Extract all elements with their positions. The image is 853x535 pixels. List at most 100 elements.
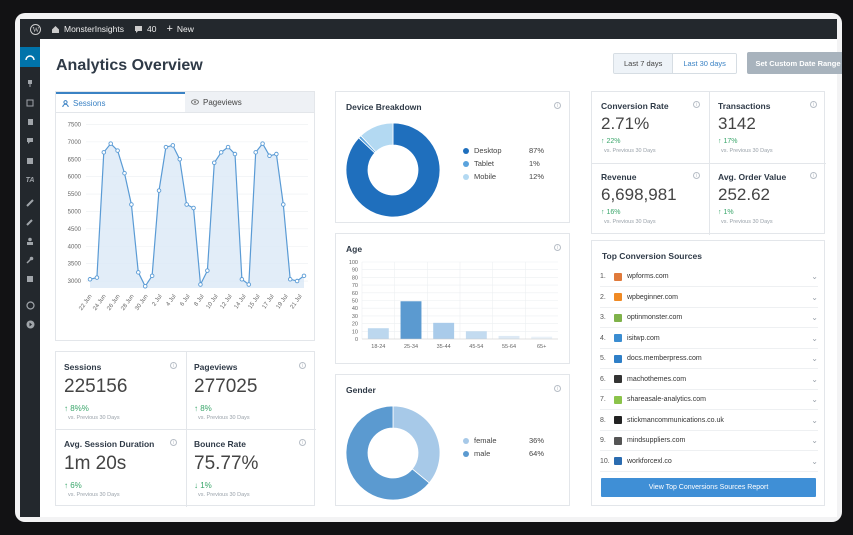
insights-icon[interactable] bbox=[20, 297, 40, 313]
bar-65+ bbox=[531, 336, 553, 339]
y-tick-label: 40 bbox=[352, 306, 358, 312]
pages-icon[interactable] bbox=[20, 114, 40, 130]
custom-date-range-button[interactable]: Set Custom Date Range bbox=[747, 52, 842, 74]
tab-sessions[interactable]: Sessions bbox=[56, 92, 185, 112]
y-tick-label: 90 bbox=[352, 268, 358, 274]
chevron-down-icon[interactable]: ⌄ bbox=[811, 456, 818, 466]
info-icon[interactable]: i bbox=[299, 439, 306, 446]
collapse-menu-icon[interactable] bbox=[20, 316, 40, 332]
dashboard-icon[interactable] bbox=[20, 47, 40, 67]
appearance-icon[interactable] bbox=[20, 195, 40, 211]
source-site: stickmancommunications.co.uk bbox=[627, 416, 724, 424]
last-30-days-button[interactable]: Last 30 days bbox=[672, 54, 736, 73]
x-tick-label: 30 Jun bbox=[134, 294, 149, 312]
data-point bbox=[253, 150, 258, 155]
ta-icon[interactable]: TA bbox=[25, 176, 35, 184]
info-icon[interactable]: i bbox=[299, 362, 306, 369]
legend-female: female 36% bbox=[463, 436, 544, 445]
chevron-down-icon[interactable]: ⌄ bbox=[811, 415, 818, 425]
pin-icon[interactable] bbox=[20, 75, 40, 91]
y-tick-label: 10 bbox=[352, 329, 358, 335]
source-row[interactable]: 2. wpbeginner.com ⌄ bbox=[600, 288, 818, 308]
down-arrow-icon: ↓ bbox=[194, 481, 201, 490]
source-row[interactable]: 4. isitwp.com ⌄ bbox=[600, 329, 818, 349]
source-row[interactable]: 6. machothemes.com ⌄ bbox=[600, 370, 818, 390]
chevron-down-icon[interactable]: ⌄ bbox=[811, 292, 818, 302]
info-icon[interactable]: i bbox=[554, 102, 561, 109]
up-arrow-icon: ↑ bbox=[601, 138, 607, 145]
slice-desktop bbox=[345, 122, 441, 218]
data-point bbox=[149, 273, 155, 279]
info-icon[interactable]: i bbox=[170, 439, 177, 446]
chevron-down-icon[interactable]: ⌄ bbox=[811, 313, 818, 322]
top-sources-title: Top Conversion Sources bbox=[602, 251, 702, 261]
source-rank: 1. bbox=[600, 273, 606, 280]
aov-change-value: 1% bbox=[723, 209, 734, 216]
home-icon bbox=[52, 25, 59, 33]
data-point bbox=[198, 282, 203, 287]
chevron-down-icon[interactable]: ⌄ bbox=[811, 436, 818, 445]
media-icon[interactable] bbox=[20, 95, 40, 111]
tab-pageviews[interactable]: Pageviews bbox=[185, 92, 314, 112]
tools-icon[interactable] bbox=[20, 252, 40, 268]
x-tick-label: 14 Jul bbox=[234, 294, 248, 311]
info-icon[interactable]: i bbox=[693, 172, 700, 179]
new-content-link[interactable]: + New bbox=[166, 23, 193, 35]
source-site: wpforms.com bbox=[627, 273, 669, 280]
revenue-value: 6,698,981 bbox=[601, 185, 677, 204]
users-icon[interactable] bbox=[20, 233, 40, 249]
source-row[interactable]: 7. shareasale-analytics.com ⌄ bbox=[600, 390, 818, 410]
info-icon[interactable]: i bbox=[554, 244, 561, 251]
info-icon[interactable]: i bbox=[693, 101, 700, 108]
chevron-down-icon[interactable]: ⌄ bbox=[811, 333, 818, 343]
y-tick-label: 50 bbox=[352, 299, 358, 305]
duration-change-value: 6% bbox=[70, 481, 82, 490]
data-point bbox=[136, 270, 141, 275]
y-tick-label: 5500 bbox=[68, 192, 82, 198]
favicon-icon bbox=[614, 334, 622, 342]
info-icon[interactable]: i bbox=[810, 172, 817, 179]
sessions-area bbox=[90, 143, 304, 288]
chevron-down-icon[interactable]: ⌄ bbox=[811, 395, 818, 404]
x-tick-label: 8 Jul bbox=[193, 294, 205, 308]
y-tick-label: 80 bbox=[352, 275, 358, 281]
legend-mobile: Mobile 12% bbox=[463, 172, 544, 181]
x-tick-label: 6 Jul bbox=[179, 294, 191, 308]
last-7-days-button[interactable]: Last 7 days bbox=[614, 54, 673, 73]
source-row[interactable]: 5. docs.memberpress.com ⌄ bbox=[600, 349, 818, 369]
chevron-down-icon[interactable]: ⌄ bbox=[811, 374, 818, 384]
info-icon[interactable]: i bbox=[170, 362, 177, 369]
chevron-down-icon[interactable]: ⌄ bbox=[811, 354, 818, 363]
up-arrow-icon: ↑ bbox=[64, 404, 71, 413]
site-name-link[interactable]: MonsterInsights bbox=[51, 24, 124, 34]
source-row[interactable]: 10. workforcexl.co ⌄ bbox=[600, 452, 818, 472]
chevron-down-icon[interactable]: ⌄ bbox=[811, 272, 818, 281]
settings-icon[interactable] bbox=[20, 271, 40, 287]
source-row[interactable]: 8. stickmancommunications.co.uk ⌄ bbox=[600, 411, 818, 431]
top-sources-card: Top Conversion Sources 1. wpforms.com ⌄ 2. w… bbox=[591, 240, 825, 506]
source-rank: 2. bbox=[600, 293, 606, 301]
comments-link[interactable]: 40 bbox=[134, 24, 156, 34]
forms-icon[interactable] bbox=[20, 153, 40, 169]
source-row[interactable]: 1. wpforms.com ⌄ bbox=[600, 267, 818, 287]
duration-stat-change: ↑ 6% bbox=[64, 481, 82, 490]
bounce-stat-change: ↓ 1% bbox=[194, 481, 212, 490]
source-row[interactable]: 9. mindsuppliers.com ⌄ bbox=[600, 431, 818, 451]
comments-count: 40 bbox=[147, 24, 157, 34]
plugins-icon[interactable] bbox=[20, 214, 40, 230]
info-icon[interactable]: i bbox=[810, 101, 817, 108]
age-title: Age bbox=[346, 244, 363, 254]
source-rank: 3. bbox=[600, 314, 606, 321]
y-tick-label: 4000 bbox=[68, 244, 82, 250]
browser-screen: W MonsterInsights 40 + New TA Anal bbox=[15, 13, 842, 522]
duration-stat-label: Avg. Session Duration bbox=[64, 439, 155, 449]
comments-menu-icon[interactable] bbox=[20, 133, 40, 149]
sessions-stat-value: 225156 bbox=[64, 376, 128, 397]
transactions-change-value: 17% bbox=[723, 138, 738, 145]
view-sources-report-button[interactable]: View Top Conversions Sources Report bbox=[601, 478, 816, 497]
info-icon[interactable]: i bbox=[554, 385, 561, 392]
x-tick-label: 25-34 bbox=[404, 344, 418, 350]
source-row[interactable]: 3. optinmonster.com ⌄ bbox=[600, 308, 818, 328]
wordpress-logo-icon[interactable]: W bbox=[30, 23, 41, 35]
